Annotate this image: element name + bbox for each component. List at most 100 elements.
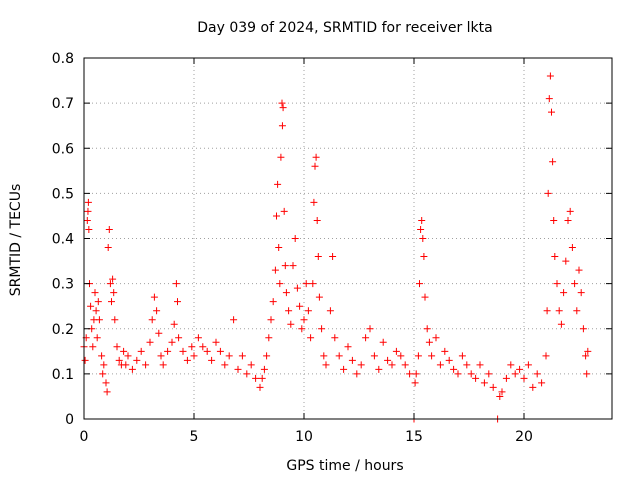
data-point xyxy=(420,253,428,261)
data-point xyxy=(276,280,284,288)
data-point xyxy=(414,352,422,360)
data-point xyxy=(428,352,436,360)
data-point xyxy=(320,352,328,360)
y-tick-label: 0.8 xyxy=(52,51,74,67)
data-point xyxy=(362,334,370,342)
data-point xyxy=(104,244,112,252)
data-point xyxy=(247,361,255,369)
data-point xyxy=(340,365,348,373)
data-point xyxy=(553,280,561,288)
data-point xyxy=(291,235,299,242)
data-point xyxy=(432,334,440,342)
data-point xyxy=(271,266,279,274)
data-point xyxy=(89,343,97,351)
data-point xyxy=(137,347,145,355)
y-tick-label: 0.2 xyxy=(52,322,74,338)
chart-title: Day 039 of 2024, SRMTID for receiver lkt… xyxy=(197,20,492,36)
data-point xyxy=(267,316,275,324)
data-point xyxy=(159,361,167,369)
data-point xyxy=(273,212,280,220)
data-point xyxy=(310,198,318,206)
data-point xyxy=(480,379,488,387)
data-point xyxy=(416,280,423,288)
data-point xyxy=(568,244,576,252)
data-point xyxy=(278,99,286,107)
data-point xyxy=(498,388,506,396)
data-point xyxy=(533,370,541,378)
data-point xyxy=(300,316,308,324)
data-point xyxy=(108,298,115,306)
data-point xyxy=(221,361,229,369)
data-point xyxy=(577,289,585,297)
data-point xyxy=(411,379,419,387)
data-point xyxy=(551,253,559,261)
data-point xyxy=(485,370,493,378)
data-point xyxy=(302,280,310,288)
data-point xyxy=(388,361,396,369)
data-point xyxy=(463,361,471,369)
grid-lines xyxy=(84,58,612,419)
data-point xyxy=(425,338,433,346)
data-point xyxy=(573,307,581,315)
data-point xyxy=(454,370,462,378)
data-point xyxy=(406,370,414,378)
data-point xyxy=(353,370,361,378)
data-point xyxy=(102,379,110,387)
data-point xyxy=(516,365,524,373)
data-point xyxy=(109,275,117,283)
data-point xyxy=(322,361,330,369)
data-point xyxy=(91,289,99,297)
data-point xyxy=(179,347,187,355)
x-tick-label: 15 xyxy=(405,429,423,445)
data-point xyxy=(520,374,528,382)
y-tick-label: 0.7 xyxy=(52,96,74,112)
data-point xyxy=(281,262,289,270)
data-point xyxy=(142,361,150,369)
y-tick-label: 0.1 xyxy=(52,367,74,383)
axis-ticks xyxy=(83,57,612,420)
data-point xyxy=(401,361,409,369)
data-point xyxy=(172,280,180,288)
data-point xyxy=(278,122,286,130)
data-point xyxy=(120,347,128,355)
data-point xyxy=(555,307,563,315)
data-point xyxy=(83,216,91,224)
data-point xyxy=(311,162,319,170)
data-point xyxy=(441,347,449,355)
data-point xyxy=(164,347,172,355)
data-point xyxy=(275,244,283,252)
data-point xyxy=(258,374,266,382)
data-point xyxy=(265,334,273,342)
data-point xyxy=(293,284,301,292)
data-point xyxy=(153,307,161,315)
data-point xyxy=(81,356,89,364)
data-point xyxy=(329,253,337,261)
data-point xyxy=(105,225,113,233)
data-point xyxy=(103,388,111,396)
data-point xyxy=(157,352,165,360)
data-point xyxy=(92,307,100,315)
data-point xyxy=(170,320,178,328)
data-point xyxy=(544,189,552,197)
y-tick-label: 0.5 xyxy=(52,186,74,202)
data-point xyxy=(285,307,293,315)
data-point xyxy=(190,352,198,360)
x-tick-label: 5 xyxy=(190,429,199,445)
data-point xyxy=(543,307,551,315)
data-point xyxy=(146,338,154,346)
data-point xyxy=(84,207,92,215)
data-point xyxy=(366,325,374,333)
data-point xyxy=(335,352,343,360)
data-point xyxy=(397,352,405,360)
data-point xyxy=(282,289,290,297)
data-point xyxy=(546,72,554,80)
data-point xyxy=(85,225,93,233)
data-point xyxy=(280,207,288,215)
data-point xyxy=(412,370,420,378)
data-point xyxy=(95,316,103,324)
data-point xyxy=(111,316,119,324)
data-point xyxy=(314,253,322,261)
x-axis-label: GPS time / hours xyxy=(286,458,403,474)
data-point xyxy=(566,207,574,215)
data-point xyxy=(562,257,570,265)
